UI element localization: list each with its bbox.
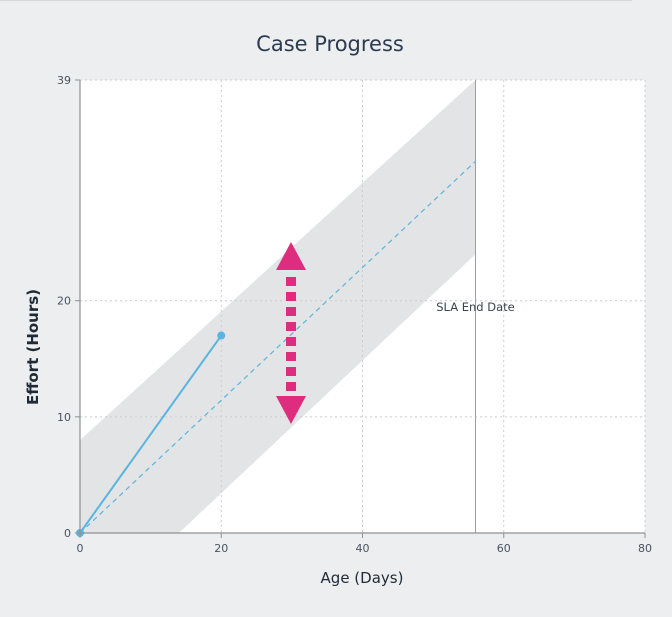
- drag-handle-arrow[interactable]: [276, 242, 306, 424]
- y-tick-label: 0: [64, 527, 71, 540]
- y-tick-label: 39: [57, 74, 71, 87]
- top-divider: [0, 0, 632, 1]
- actual-effort-line: [79, 334, 223, 534]
- x-tick-label: 0: [77, 542, 84, 555]
- data-point: [217, 331, 226, 340]
- x-tick-label: 60: [497, 542, 511, 555]
- sla-end-date-label: SLA End Date: [436, 300, 515, 314]
- chart-title: Case Progress: [256, 32, 404, 56]
- y-axis-title: Effort (Hours): [24, 289, 42, 405]
- y-tick-label: 20: [57, 295, 71, 308]
- x-tick-label: 20: [214, 542, 228, 555]
- y-tick-label: 10: [57, 411, 71, 424]
- tolerance-band: [80, 80, 476, 533]
- x-tick-label: 80: [638, 542, 652, 555]
- expected-effort-line: [79, 160, 476, 534]
- x-tick-label: 40: [356, 542, 370, 555]
- x-axis-title: Age (Days): [321, 569, 404, 587]
- arrow-up-icon[interactable]: [276, 242, 306, 270]
- arrow-down-icon[interactable]: [276, 396, 306, 424]
